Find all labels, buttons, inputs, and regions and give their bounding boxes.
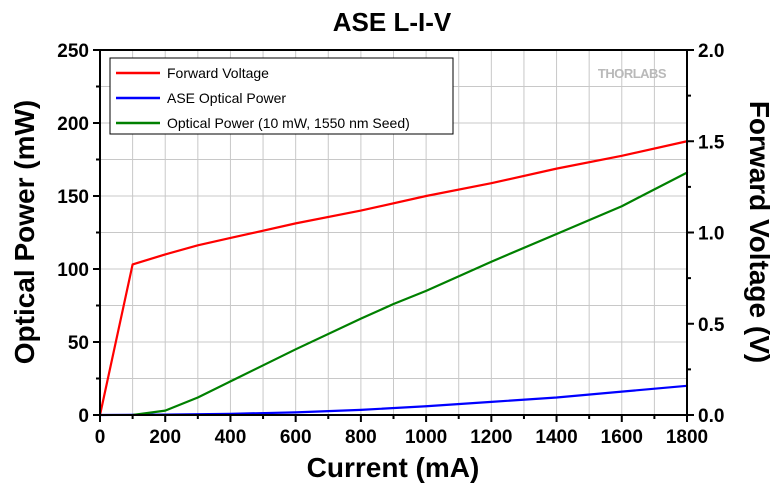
x-tick-label: 1600 <box>601 427 643 448</box>
x-tick-label: 600 <box>280 427 312 448</box>
x-tick-label: 800 <box>345 427 377 448</box>
y-tick-labels: 0 50 100 150 200 250 <box>57 41 89 427</box>
legend-label-ase-optical-power: ASE Optical Power <box>167 90 286 106</box>
legend-box <box>109 57 454 135</box>
x-tick-label: 400 <box>215 427 247 448</box>
x-axis-label: Current (mA) <box>307 452 480 483</box>
y2-tick-label: 0.0 <box>698 406 724 427</box>
ticks <box>93 49 694 422</box>
y2-tick-label: 1.5 <box>698 132 725 153</box>
x-tick-label: 1200 <box>470 427 512 448</box>
y2-tick-label: 0.5 <box>698 315 725 336</box>
y-tick-label: 150 <box>57 187 89 208</box>
y2-tick-label: 1.0 <box>698 224 724 245</box>
y-axis-label: Optical Power (mW) <box>9 100 40 364</box>
series-line-forward-voltage <box>98 140 689 417</box>
x-tick-label: 1400 <box>535 427 577 448</box>
x-tick-label: 0 <box>95 427 106 448</box>
y2-tick-label: 2.0 <box>698 41 724 62</box>
series-line-optical-power-10-mw-1550-nm-seed <box>131 171 689 417</box>
y-tick-label: 100 <box>57 260 89 281</box>
chart-title: ASE L-I-V <box>333 7 452 37</box>
y2-tick-labels: 0.0 0.5 1.0 1.5 2.0 <box>698 41 725 427</box>
x-tick-label: 1000 <box>405 427 447 448</box>
y-tick-label: 0 <box>78 406 89 427</box>
y-tick-label: 250 <box>57 41 89 62</box>
x-tick-label: 200 <box>149 427 181 448</box>
thorlabs-logo: THORLABS <box>598 66 667 81</box>
x-tick-labels: 0 200 400 600 800 1000 1200 1400 1600 1800 <box>95 427 708 448</box>
y2-axis-label: Forward Voltage (V) <box>744 101 775 363</box>
legend: Forward Voltage ASE Optical Power Optica… <box>109 57 454 135</box>
legend-label-forward-voltage: Forward Voltage <box>167 65 269 81</box>
y-tick-label: 50 <box>68 333 89 354</box>
y-tick-label: 200 <box>57 114 89 135</box>
legend-label-optical-power-seed: Optical Power (10 mW, 1550 nm Seed) <box>167 115 410 131</box>
x-tick-label: 1800 <box>666 427 708 448</box>
